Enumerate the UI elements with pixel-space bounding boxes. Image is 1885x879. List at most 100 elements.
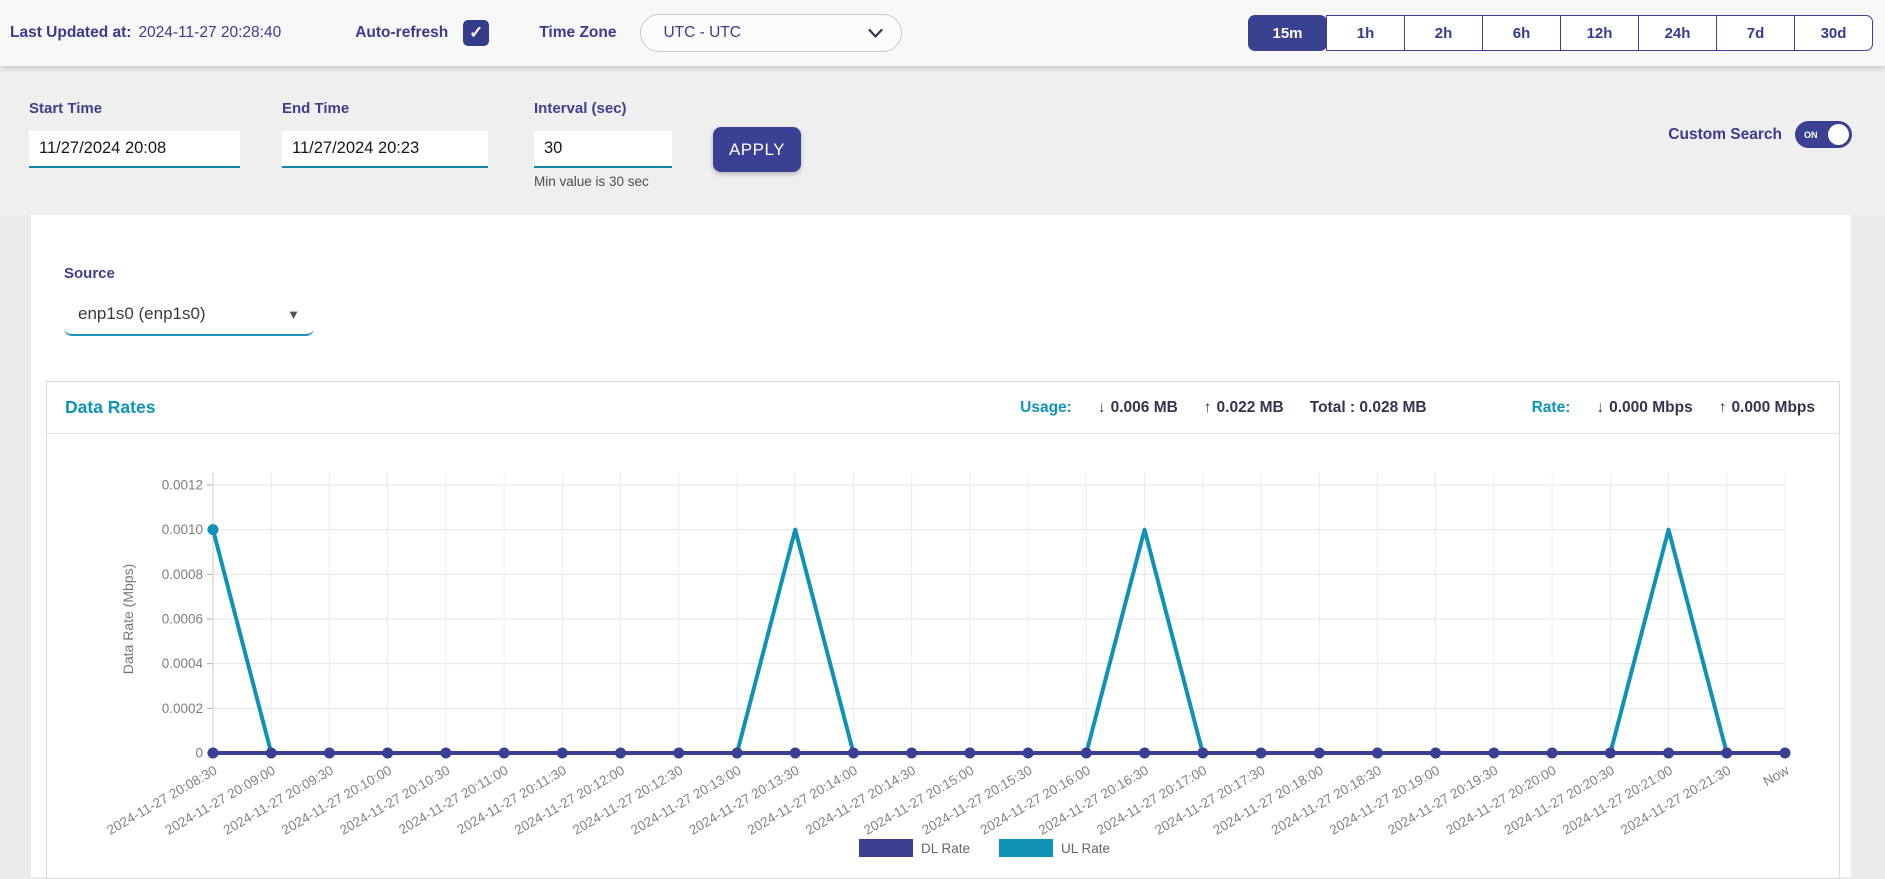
svg-text:2024-11-27 20:20:00: 2024-11-27 20:20:00: [1443, 763, 1558, 838]
svg-text:2024-11-27 20:17:30: 2024-11-27 20:17:30: [1152, 763, 1267, 838]
data-point: [324, 748, 335, 759]
data-point: [1139, 748, 1150, 759]
data-point: [1780, 748, 1791, 759]
time-range-button-group: 15m1h2h6h12h24h7d30d: [1248, 15, 1873, 51]
legend-label: DL Rate: [921, 841, 970, 856]
data-point: [440, 748, 451, 759]
data-point: [499, 748, 510, 759]
timezone-select[interactable]: UTC - UTC: [640, 14, 902, 52]
data-point: [906, 748, 917, 759]
data-rates-chart: 00.00020.00040.00060.00080.00100.0012202…: [47, 434, 1839, 878]
start-time-label: Start Time: [29, 100, 240, 117]
svg-text:0.0012: 0.0012: [162, 478, 203, 493]
custom-search-label: Custom Search: [1668, 126, 1782, 144]
data-point: [266, 748, 277, 759]
legend-swatch-dl-rate: [859, 839, 913, 857]
interval-input[interactable]: [534, 131, 672, 168]
source-select[interactable]: enp1s0 (enp1s0) ▼: [64, 298, 314, 336]
upload-arrow-icon: ↑: [1204, 399, 1212, 416]
usage-stats: Usage: ↓0.006 MB ↑0.022 MB Total : 0.028…: [1020, 399, 1426, 417]
source-value: enp1s0 (enp1s0): [78, 304, 206, 324]
svg-text:2024-11-27 20:16:00: 2024-11-27 20:16:00: [978, 763, 1093, 838]
svg-text:0: 0: [195, 746, 203, 761]
legend-label: UL Rate: [1061, 841, 1110, 856]
auto-refresh-group: Auto-refresh ✓: [355, 20, 489, 46]
svg-text:2024-11-27 20:12:30: 2024-11-27 20:12:30: [570, 763, 685, 838]
end-time-field-group: End Time: [282, 100, 488, 168]
usage-download-value: 0.006 MB: [1111, 399, 1178, 416]
check-icon: ✓: [469, 23, 483, 43]
svg-text:2024-11-27 20:14:00: 2024-11-27 20:14:00: [745, 763, 860, 838]
rate-stats: Rate: ↓0.000 Mbps ↑0.000 Mbps: [1532, 399, 1815, 417]
rate-upload-value: 0.000 Mbps: [1731, 399, 1815, 416]
range-button-24h[interactable]: 24h: [1638, 15, 1717, 51]
download-arrow-icon: ↓: [1098, 399, 1106, 416]
data-point: [208, 524, 219, 535]
data-point: [1081, 748, 1092, 759]
source-label: Source: [64, 265, 115, 282]
rate-download-value: 0.000 Mbps: [1609, 399, 1693, 416]
range-button-2h[interactable]: 2h: [1404, 15, 1483, 51]
svg-text:2024-11-27 20:19:30: 2024-11-27 20:19:30: [1385, 763, 1500, 838]
range-button-6h[interactable]: 6h: [1482, 15, 1561, 51]
filter-bar: Start Time End Time Interval (sec) Min v…: [0, 66, 1885, 215]
svg-text:2024-11-27 20:21:30: 2024-11-27 20:21:30: [1618, 763, 1733, 838]
data-point: [964, 748, 975, 759]
data-rates-chart-svg: 00.00020.00040.00060.00080.00100.0012202…: [47, 434, 1839, 878]
svg-text:2024-11-27 20:16:30: 2024-11-27 20:16:30: [1036, 763, 1151, 838]
x-axis-labels: 2024-11-27 20:08:302024-11-27 20:09:0020…: [104, 762, 1791, 837]
start-time-input[interactable]: [29, 131, 240, 168]
data-point: [1547, 748, 1558, 759]
svg-text:Now: Now: [1761, 762, 1792, 789]
data-point: [1023, 748, 1034, 759]
toggle-on-label: ON: [1804, 130, 1818, 140]
data-point: [1372, 748, 1383, 759]
svg-text:2024-11-27 20:18:30: 2024-11-27 20:18:30: [1269, 763, 1384, 838]
last-updated-label: Last Updated at:: [10, 24, 131, 42]
usage-download: ↓ 0.006 MB: [1098, 399, 1178, 417]
range-button-12h[interactable]: 12h: [1560, 15, 1639, 51]
series-line-ul-rate: [213, 530, 1785, 753]
range-button-7d[interactable]: 7d: [1716, 15, 1795, 51]
data-point: [1721, 748, 1732, 759]
upload-arrow-icon: ↑: [1719, 399, 1727, 416]
svg-text:2024-11-27 20:12:00: 2024-11-27 20:12:00: [512, 763, 627, 838]
data-point: [557, 748, 568, 759]
data-point: [615, 748, 626, 759]
auto-refresh-checkbox[interactable]: ✓: [463, 20, 489, 46]
range-button-30d[interactable]: 30d: [1794, 15, 1873, 51]
data-point: [673, 748, 684, 759]
data-point: [1256, 748, 1267, 759]
top-bar: Last Updated at: 2024-11-27 20:28:40 Aut…: [0, 0, 1885, 66]
data-point: [1430, 748, 1441, 759]
end-time-label: End Time: [282, 100, 488, 117]
y-axis-label: Data Rate (Mbps): [120, 564, 136, 674]
svg-text:0.0008: 0.0008: [162, 567, 203, 582]
chart-legend: DL Rate UL Rate: [859, 839, 1110, 857]
apply-button[interactable]: APPLY: [713, 127, 801, 172]
data-rates-card: Data Rates Usage: ↓0.006 MB ↑0.022 MB To…: [46, 381, 1840, 879]
timezone-label: Time Zone: [539, 24, 616, 42]
range-button-15m[interactable]: 15m: [1248, 15, 1327, 51]
interval-label: Interval (sec): [534, 100, 672, 117]
card-title: Data Rates: [65, 397, 155, 418]
svg-text:0.0010: 0.0010: [162, 522, 203, 537]
svg-text:2024-11-27 20:10:30: 2024-11-27 20:10:30: [337, 763, 452, 838]
svg-text:2024-11-27 20:18:00: 2024-11-27 20:18:00: [1211, 763, 1326, 838]
custom-search-group: Custom Search ON: [1668, 121, 1852, 148]
start-time-field-group: Start Time: [29, 100, 240, 168]
svg-text:2024-11-27 20:09:00: 2024-11-27 20:09:00: [163, 763, 278, 838]
legend-swatch-ul-rate: [999, 839, 1053, 857]
range-button-1h[interactable]: 1h: [1326, 15, 1405, 51]
svg-text:0.0006: 0.0006: [162, 612, 203, 627]
custom-search-toggle[interactable]: ON: [1795, 121, 1852, 148]
data-point: [382, 748, 393, 759]
end-time-input[interactable]: [282, 131, 488, 168]
usage-total: Total : 0.028 MB: [1310, 399, 1427, 417]
rate-upload: ↑0.000 Mbps: [1719, 399, 1815, 417]
svg-text:0.0002: 0.0002: [162, 701, 203, 716]
rate-label: Rate:: [1532, 399, 1571, 417]
data-rates-card-header: Data Rates Usage: ↓0.006 MB ↑0.022 MB To…: [47, 382, 1839, 434]
data-point: [732, 748, 743, 759]
svg-text:2024-11-27 20:15:00: 2024-11-27 20:15:00: [861, 763, 976, 838]
